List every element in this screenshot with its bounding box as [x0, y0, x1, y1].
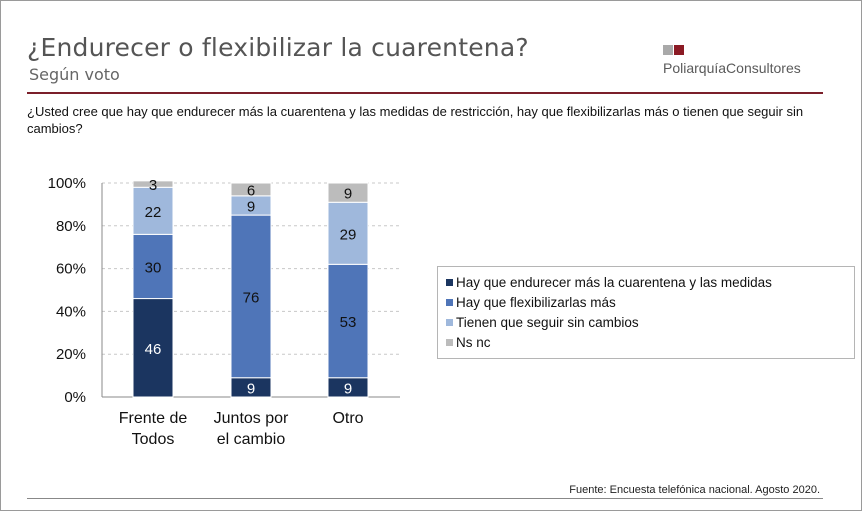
legend-label: Tienen que seguir sin cambios	[456, 314, 639, 330]
x-tick-label: Juntos por el cambio	[214, 410, 289, 448]
data-label: 53	[340, 314, 357, 331]
data-label: 9	[344, 186, 352, 203]
y-tick-label: 80%	[56, 218, 86, 235]
logo-text: PoliarquíaConsultores	[663, 60, 801, 76]
data-label: 46	[145, 341, 162, 358]
footer-rule	[27, 498, 823, 499]
data-label: 9	[247, 198, 255, 215]
bar-segment	[132, 186, 174, 235]
bar-segment	[327, 263, 369, 379]
legend-item: Hay que endurecer más la cuarentena y la…	[446, 272, 772, 292]
y-tick-label: 0%	[64, 389, 86, 406]
data-label: 3	[149, 177, 157, 194]
y-tick-label: 20%	[56, 346, 86, 363]
legend-item: Tienen que seguir sin cambios	[446, 312, 639, 332]
data-label: 22	[145, 204, 162, 221]
source-note: Fuente: Encuesta telefónica nacional. Ag…	[569, 484, 820, 496]
page-title: ¿Endurecer o flexibilizar la cuarentena?	[27, 33, 529, 62]
data-label: 9	[247, 380, 255, 397]
x-tick-label: Frente de Todos	[119, 410, 188, 448]
y-tick-label: 60%	[56, 261, 86, 278]
data-label: 30	[145, 259, 162, 276]
header-rule	[27, 92, 823, 94]
chart-legend: Hay que endurecer más la cuarentena y la…	[437, 266, 855, 359]
bar-segment	[230, 182, 272, 197]
data-label: 76	[243, 289, 260, 306]
legend-label: Hay que endurecer más la cuarentena y la…	[456, 274, 772, 290]
data-label: 29	[340, 226, 357, 243]
logo-square-gray	[663, 45, 673, 55]
logo-square-red	[674, 45, 684, 55]
legend-item: Ns nc	[446, 332, 491, 352]
bar-segment	[132, 180, 174, 188]
legend-swatch	[446, 318, 453, 326]
legend-item: Hay que flexibilizarlas más	[446, 292, 616, 312]
legend-label: Ns nc	[456, 334, 491, 350]
bar-segment	[132, 298, 174, 398]
logo: PoliarquíaConsultores	[663, 45, 823, 85]
y-tick-label: 100%	[48, 175, 86, 192]
legend-swatch	[446, 278, 453, 286]
legend-swatch	[446, 338, 453, 346]
data-label: 6	[247, 182, 255, 199]
legend-swatch	[446, 298, 453, 306]
bar-segment	[327, 182, 369, 203]
bar-segment	[327, 201, 369, 265]
data-label: 9	[344, 380, 352, 397]
x-tick-label: Otro	[332, 410, 363, 427]
legend-label: Hay que flexibilizarlas más	[456, 294, 616, 310]
survey-question: ¿Usted cree que hay que endurecer más la…	[27, 104, 804, 136]
page-subtitle: Según voto	[29, 65, 120, 84]
bar-segment	[132, 233, 174, 300]
y-tick-label: 40%	[56, 303, 86, 320]
